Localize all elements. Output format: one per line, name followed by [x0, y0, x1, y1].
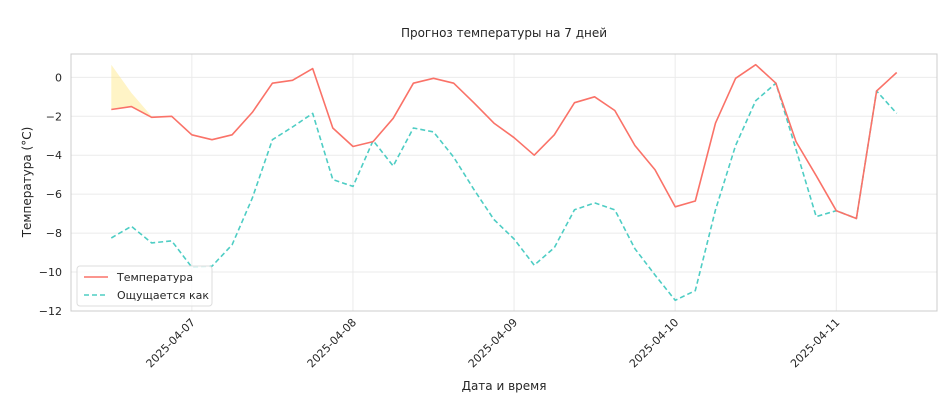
series-line-temperature — [111, 63, 898, 220]
plot-area — [71, 54, 937, 311]
series-layer — [110, 63, 898, 302]
y-axis-label: Температура (°C) — [20, 127, 34, 239]
chart-title: Прогноз температуры на 7 дней — [401, 26, 607, 40]
legend-label-feels-like: Ощущается как — [117, 289, 209, 302]
y-tick-label: −6 — [46, 188, 62, 201]
legend: Температура Ощущается как — [76, 265, 213, 307]
y-tick-label: −12 — [39, 305, 62, 318]
y-tick-label: −8 — [46, 227, 62, 240]
y-tick-labels: 0 −2 −4 −6 −8 −10 −12 — [39, 71, 62, 318]
plot-frame — [70, 53, 938, 312]
y-tick-label: −10 — [39, 266, 62, 279]
y-tick-label: 0 — [55, 71, 62, 84]
legend-label-temperature: Температура — [116, 271, 193, 284]
series-line-feels-like — [110, 82, 898, 302]
y-tick-label: −2 — [46, 110, 62, 123]
y-tick-label: −4 — [46, 149, 62, 162]
shaded-band — [111, 64, 152, 118]
legend-frame — [76, 265, 213, 307]
x-axis-label: Дата и время — [462, 379, 547, 393]
shaded-band-layer — [111, 64, 152, 118]
